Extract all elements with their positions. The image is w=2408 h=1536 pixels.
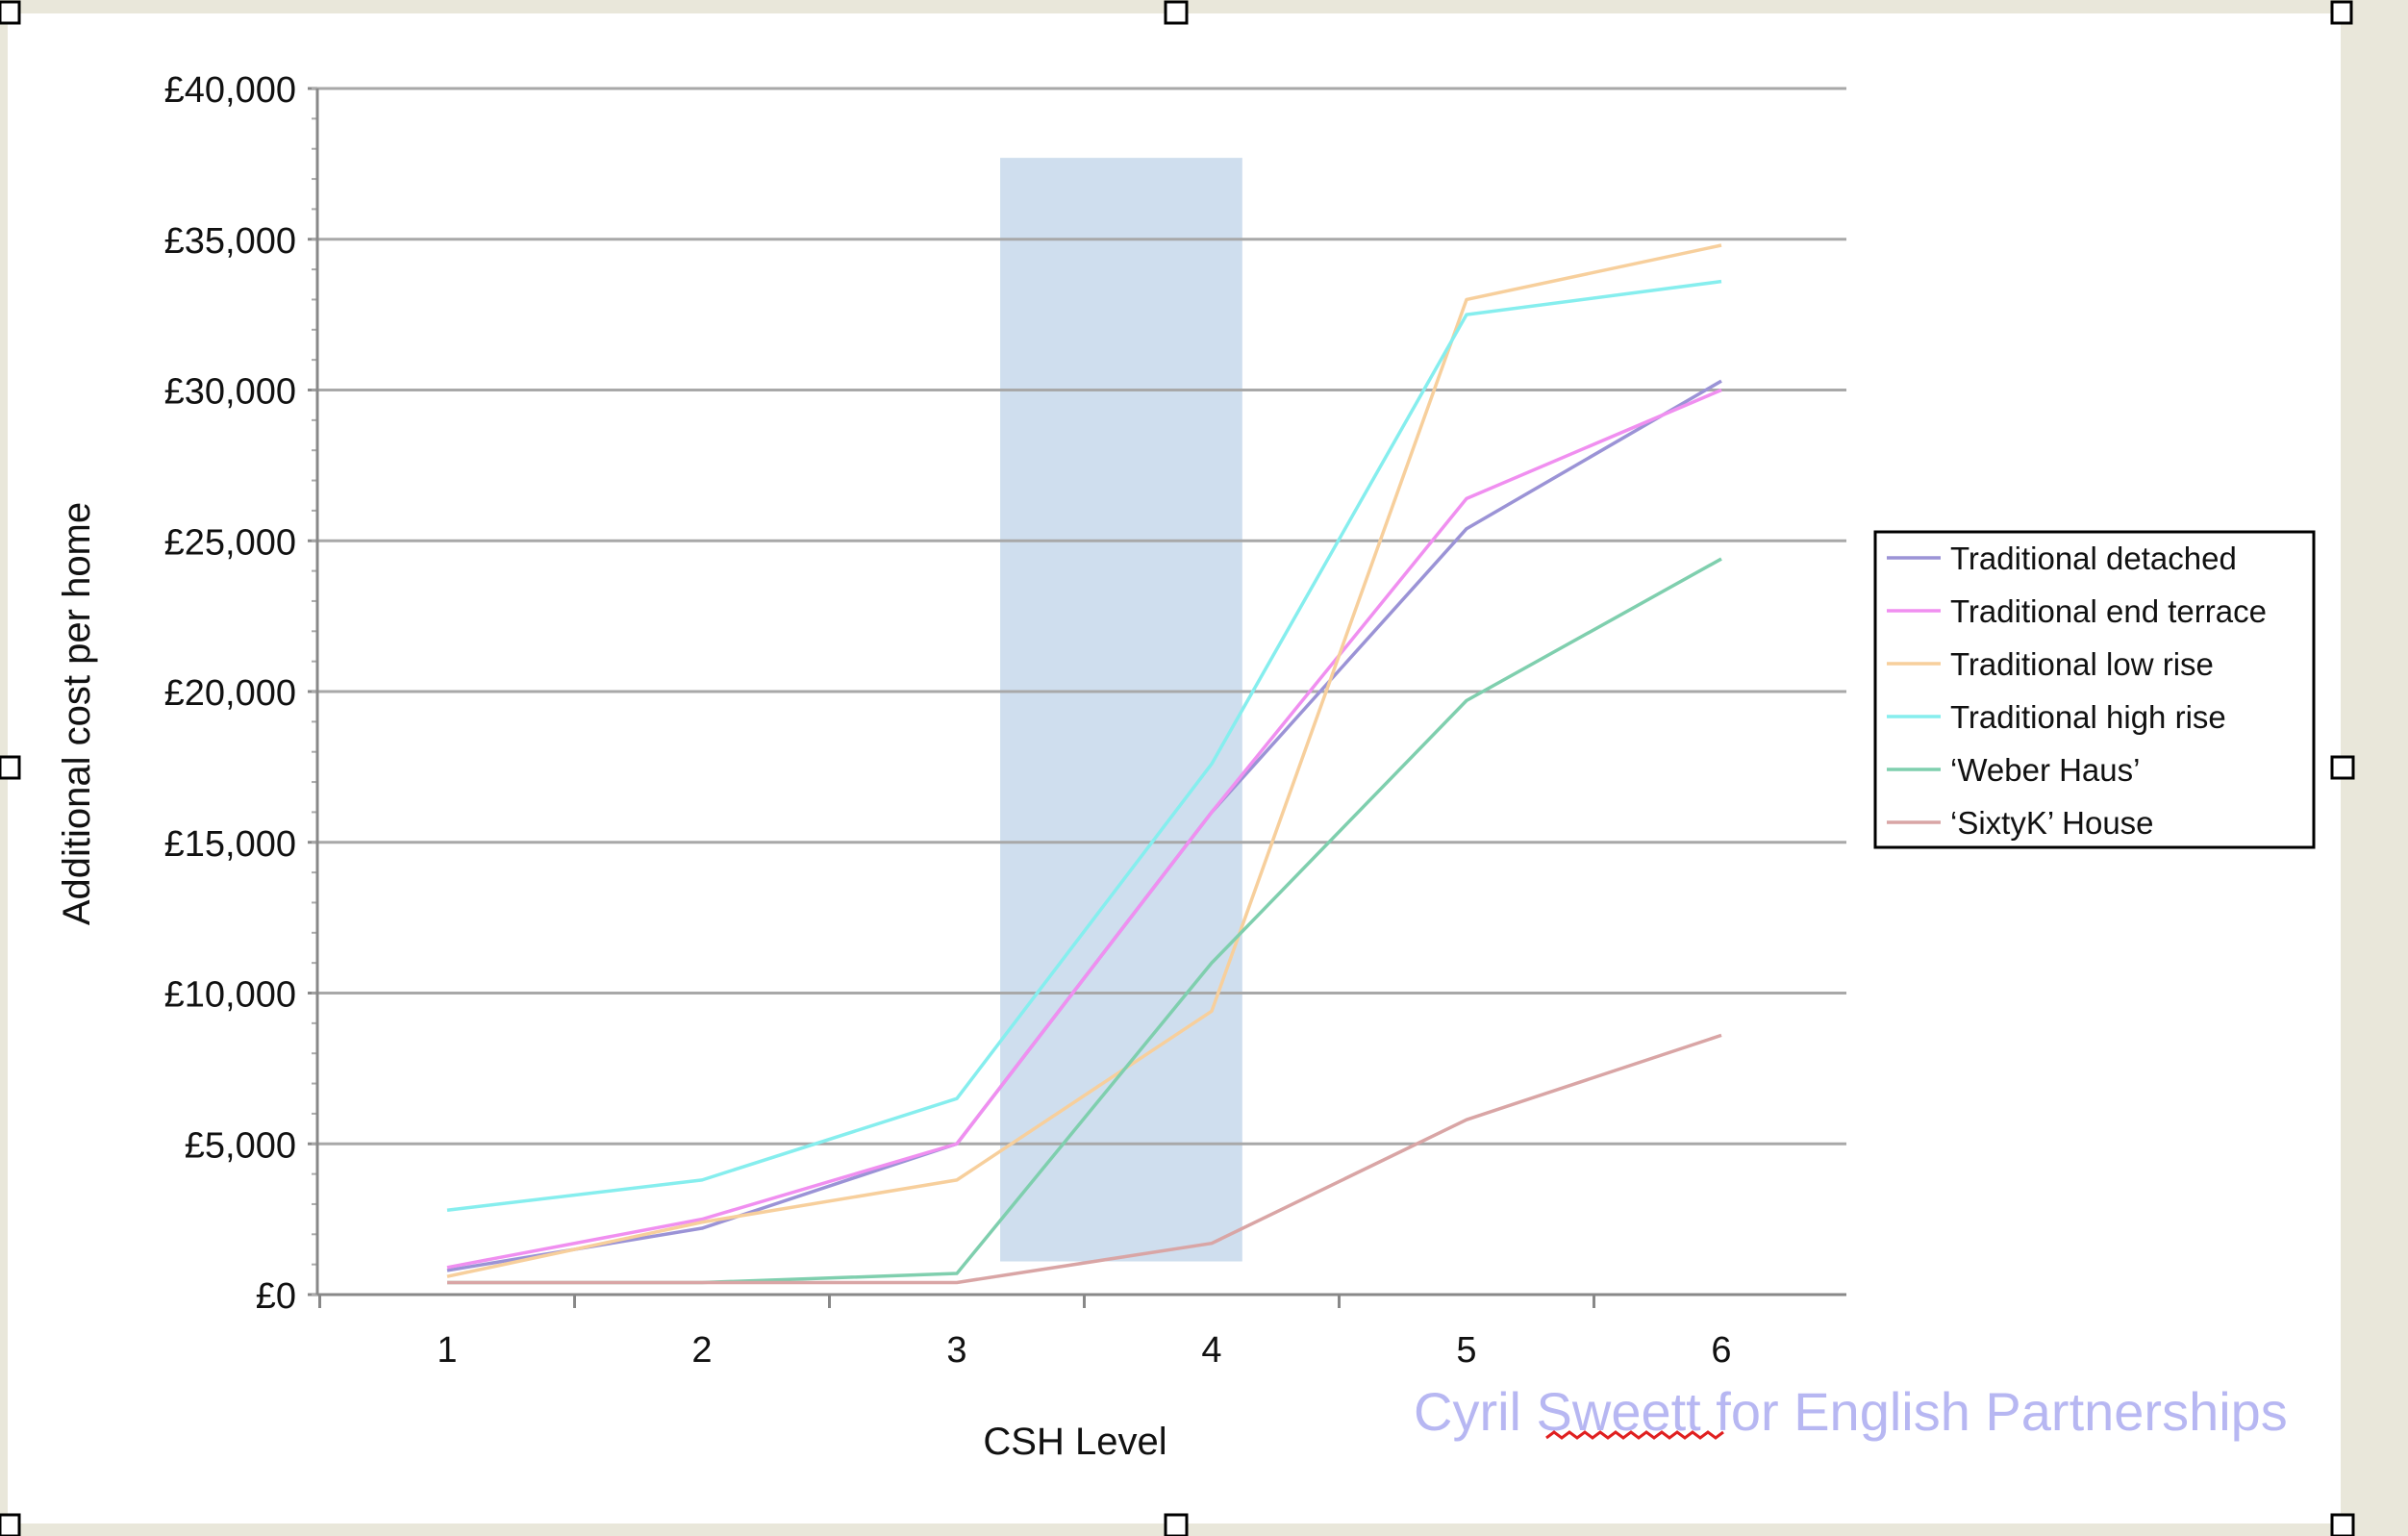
resize-handle-bottom-right[interactable] [2330, 1513, 2355, 1536]
y-axis-title: Additional cost per home [56, 502, 98, 925]
credit-sweett: Sweett [1537, 1381, 1702, 1442]
series-lines [446, 243, 1722, 1285]
y-tick-label: £30,000 [164, 372, 296, 413]
resize-handle-middle-left[interactable] [0, 755, 21, 780]
legend: Traditional detached Traditional end terr… [1873, 530, 2316, 849]
y-tick-label: £15,000 [164, 824, 296, 865]
x-tick-label: 6 [1711, 1330, 1731, 1371]
highlight-band [1000, 158, 1242, 1262]
resize-handle-bottom-center[interactable] [1164, 1513, 1189, 1536]
gridlines [308, 87, 1846, 1297]
legend-label: ‘SixtyK’ House [1950, 805, 2154, 841]
resize-handle-top-right[interactable] [2330, 0, 2353, 25]
y-tick-label: £25,000 [164, 522, 296, 563]
x-axis-ticks [318, 1295, 1595, 1308]
credit-text: Cyril Sweett for English Partnerships [1414, 1381, 2288, 1442]
x-tick-label: 3 [946, 1330, 966, 1371]
x-tick-label: 2 [691, 1330, 712, 1371]
legend-label: Traditional end terrace [1950, 593, 2267, 629]
credit-suffix: for English Partnerships [1701, 1381, 2288, 1442]
legend-label: Traditional high rise [1950, 699, 2226, 735]
legend-label: Traditional low rise [1950, 646, 2214, 682]
series-line [446, 243, 1722, 1278]
resize-handle-top-left[interactable] [0, 0, 21, 25]
series-line [446, 279, 1722, 1212]
legend-label: ‘Weber Haus’ [1950, 752, 2140, 788]
resize-handle-top-center[interactable] [1164, 0, 1189, 25]
y-tick-label: £20,000 [164, 673, 296, 714]
x-tick-label: 1 [437, 1330, 457, 1371]
y-tick-label: £35,000 [164, 221, 296, 262]
x-tick-label: 5 [1456, 1330, 1476, 1371]
series-line [447, 1033, 1722, 1285]
selection-handles[interactable] [0, 0, 2355, 1536]
resize-handle-middle-right[interactable] [2330, 755, 2355, 780]
plot-area: £0 £5,000 £10,000 £15,000 £20,000 £25,000 £30,… [164, 70, 1846, 1371]
resize-handle-bottom-left[interactable] [0, 1513, 21, 1536]
y-tick-label: £0 [256, 1276, 296, 1317]
spellcheck-underline [1545, 1430, 1724, 1440]
credit-prefix: Cyril [1414, 1381, 1537, 1442]
legend-label: Traditional detached [1950, 541, 2237, 576]
x-tick-label: 4 [1201, 1330, 1221, 1371]
x-axis-tick-labels: 1 2 3 4 5 6 [437, 1330, 1731, 1371]
y-tick-label: £10,000 [164, 975, 296, 1016]
x-axis-title: CSH Level [983, 1421, 1166, 1463]
y-tick-label: £40,000 [164, 70, 296, 111]
y-tick-label: £5,000 [185, 1125, 296, 1166]
series-line [446, 388, 1722, 1270]
legend-box [1873, 530, 2316, 849]
y-axis-tick-labels: £0 £5,000 £10,000 £15,000 £20,000 £25,000 £30,… [164, 70, 296, 1317]
